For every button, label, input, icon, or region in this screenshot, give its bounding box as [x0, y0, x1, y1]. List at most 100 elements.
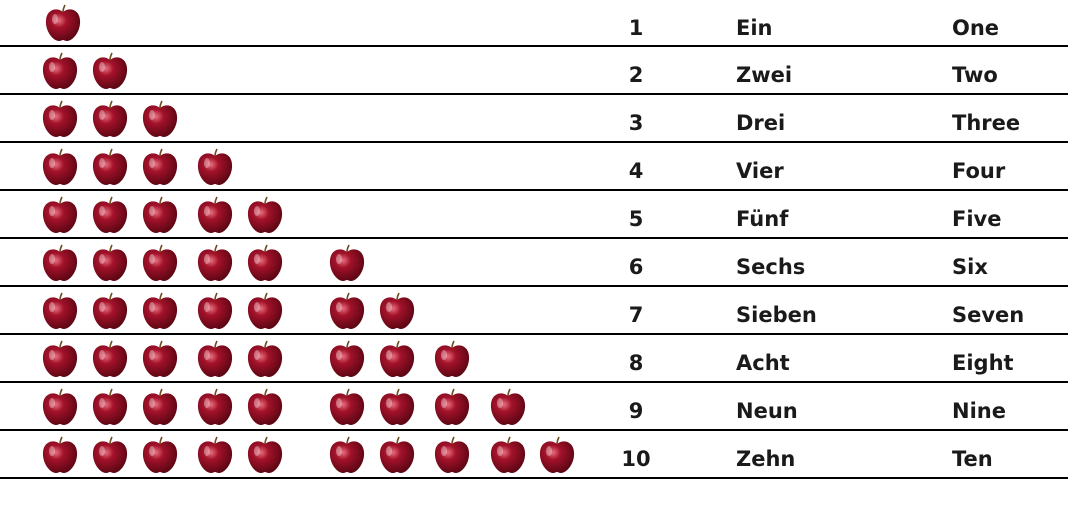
- apple-icon: [195, 291, 235, 331]
- english-word: Ten: [952, 447, 993, 471]
- apple-icon: [327, 339, 367, 379]
- apple-icon: [90, 195, 130, 235]
- apple-icon: [327, 387, 367, 427]
- apple-group: [0, 95, 600, 143]
- apple-group: [0, 239, 600, 287]
- english-word: Eight: [952, 351, 1014, 375]
- table-row-1: 1 Ein One: [0, 0, 1068, 47]
- german-word: Sieben: [736, 303, 817, 327]
- apple-icon: [245, 195, 285, 235]
- apple-icon: [377, 291, 417, 331]
- english-word: One: [952, 16, 1000, 40]
- apple-icon: [43, 3, 83, 43]
- german-word: Drei: [736, 111, 786, 135]
- english-word: Four: [952, 159, 1006, 183]
- apple-icon: [245, 387, 285, 427]
- apple-icon: [90, 339, 130, 379]
- apple-icon: [195, 195, 235, 235]
- table-row-2: 2 Zwei Two: [0, 47, 1068, 95]
- german-word: Zwei: [736, 63, 793, 87]
- table-row-3: 3 Drei Three: [0, 95, 1068, 143]
- number-label: 6: [628, 255, 644, 279]
- row-divider: [0, 333, 1068, 335]
- apple-group: [0, 191, 600, 239]
- apple-group: [0, 431, 600, 479]
- apple-group: [0, 335, 600, 383]
- english-word: Two: [952, 63, 998, 87]
- row-divider: [0, 141, 1068, 143]
- number-label: 2: [628, 63, 644, 87]
- row-divider: [0, 45, 1068, 47]
- number-label: 4: [628, 159, 644, 183]
- table-row-8: 8 Acht Eight: [0, 335, 1068, 383]
- apple-group: [0, 143, 600, 191]
- apple-icon: [195, 435, 235, 475]
- row-divider: [0, 429, 1068, 431]
- row-divider: [0, 381, 1068, 383]
- apple-icon: [377, 435, 417, 475]
- apple-icon: [245, 435, 285, 475]
- table-row-5: 5 Fünf Five: [0, 191, 1068, 239]
- number-label: 5: [628, 207, 644, 231]
- apple-icon: [195, 147, 235, 187]
- apple-icon: [377, 339, 417, 379]
- table-row-10: 10 Zehn Ten: [0, 431, 1068, 479]
- apple-icon: [40, 243, 80, 283]
- apple-group: [0, 47, 600, 95]
- table-row-9: 9 Neun Nine: [0, 383, 1068, 431]
- apple-icon: [195, 387, 235, 427]
- table-row-6: 6 Sechs Six: [0, 239, 1068, 287]
- apple-icon: [377, 387, 417, 427]
- apple-icon: [195, 243, 235, 283]
- apple-icon: [40, 435, 80, 475]
- apple-icon: [40, 291, 80, 331]
- apple-icon: [140, 99, 180, 139]
- german-word: Zehn: [736, 447, 796, 471]
- number-label: 8: [628, 351, 644, 375]
- row-divider: [0, 93, 1068, 95]
- english-word: Three: [952, 111, 1021, 135]
- german-word: Ein: [736, 16, 773, 40]
- apple-group: [0, 287, 600, 335]
- apple-icon: [90, 243, 130, 283]
- number-label: 3: [628, 111, 644, 135]
- apple-icon: [488, 435, 528, 475]
- table-row-7: 7 Sieben Seven: [0, 287, 1068, 335]
- apple-icon: [537, 435, 577, 475]
- apple-icon: [90, 99, 130, 139]
- apple-icon: [140, 387, 180, 427]
- counting-table: 1 Ein One 2 Zwei Two 3 Drei Three 4 Vier…: [0, 0, 1068, 479]
- apple-icon: [245, 339, 285, 379]
- apple-icon: [432, 339, 472, 379]
- apple-icon: [488, 387, 528, 427]
- apple-icon: [40, 147, 80, 187]
- row-divider: [0, 285, 1068, 287]
- row-divider: [0, 189, 1068, 191]
- number-label: 1: [628, 16, 644, 40]
- apple-icon: [90, 435, 130, 475]
- apple-group: [0, 383, 600, 431]
- row-divider: [0, 477, 1068, 479]
- apple-icon: [140, 435, 180, 475]
- row-divider: [0, 237, 1068, 239]
- apple-icon: [140, 147, 180, 187]
- apple-icon: [40, 339, 80, 379]
- number-label: 9: [628, 399, 644, 423]
- english-word: Seven: [952, 303, 1025, 327]
- table-row-4: 4 Vier Four: [0, 143, 1068, 191]
- german-word: Sechs: [736, 255, 806, 279]
- apple-icon: [90, 147, 130, 187]
- english-word: Five: [952, 207, 1002, 231]
- english-word: Six: [952, 255, 988, 279]
- apple-icon: [40, 195, 80, 235]
- apple-icon: [195, 339, 235, 379]
- english-word: Nine: [952, 399, 1006, 423]
- german-word: Acht: [736, 351, 790, 375]
- number-label: 10: [621, 447, 651, 471]
- apple-icon: [140, 195, 180, 235]
- apple-icon: [90, 51, 130, 91]
- apple-icon: [327, 243, 367, 283]
- german-word: Vier: [736, 159, 784, 183]
- apple-icon: [140, 291, 180, 331]
- apple-icon: [140, 243, 180, 283]
